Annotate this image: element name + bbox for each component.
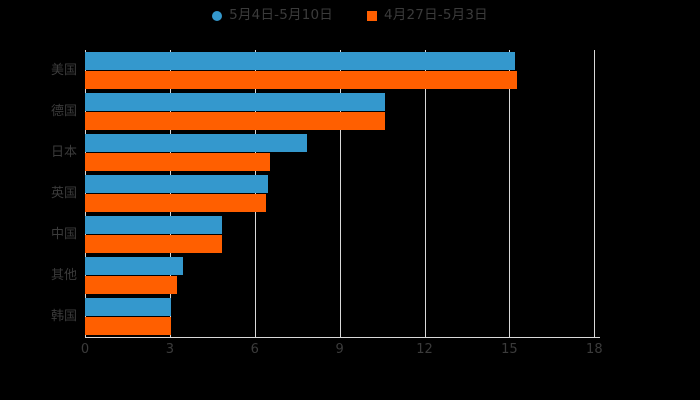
bar-group [85,93,600,130]
y-axis-label-3: 日本 [50,145,77,160]
legend-square-marker-icon [367,10,377,21]
plot-area [85,50,600,337]
x-axis-tick-9: 9 [335,342,344,357]
x-axis-tick-3: 3 [165,342,175,357]
gridline [594,50,596,337]
y-axis-label-4: 英国 [50,186,77,201]
bar-series-2[interactable] [85,153,271,171]
gridline [85,50,86,337]
x-axis-tick-12: 12 [416,342,433,357]
bar-group [85,175,600,212]
x-axis-tick-6: 6 [250,342,259,357]
gridline [339,50,341,337]
y-axis-label-2: 德国 [50,104,77,119]
bar-series-2[interactable] [85,235,223,253]
legend-circle-marker-icon [212,10,223,21]
bar-series-2[interactable] [85,317,172,335]
bar-series-2[interactable] [85,194,267,212]
legend-entry-series-2[interactable]: 4月27日-5月3日 [367,7,488,23]
legend-label-series-2: 4月27日-5月3日 [384,7,488,23]
bar-series-1[interactable] [85,216,223,234]
bar-group [85,52,600,89]
y-axis-label-1: 美国 [50,63,77,78]
bar-group [85,216,600,253]
y-axis-label-7: 韩国 [50,309,77,324]
gridline [424,50,426,337]
chart-legend: 5月4日-5月10日 4月27日-5月3日 [0,7,700,23]
bar-series-1[interactable] [85,134,308,152]
x-axis-line [85,337,600,338]
bar-series-1[interactable] [85,298,172,316]
bar-group [85,257,600,294]
gridline [254,50,256,337]
gridline [509,50,511,337]
x-axis-tick-15: 15 [501,342,518,357]
bar-series-2[interactable] [85,276,177,294]
bar-series-1[interactable] [85,52,516,70]
x-axis-tick-0: 0 [80,342,90,357]
bar-series-1[interactable] [85,175,268,193]
x-axis-tick-labels: 0 3 6 9 12 15 18 [81,340,603,360]
gridline [169,50,171,337]
bar-series-1[interactable] [85,257,183,275]
bar-group [85,298,600,335]
bar-group [85,134,600,171]
legend-entry-series-1[interactable]: 5月4日-5月10日 [212,7,333,23]
bar-series-2[interactable] [85,112,385,130]
bar-series-1[interactable] [85,93,385,111]
y-axis-label-6: 其他 [50,268,77,283]
legend-label-series-1: 5月4日-5月10日 [229,7,333,23]
x-axis-tick-18: 18 [586,342,603,357]
bar-series-2[interactable] [85,71,517,89]
y-axis-label-5: 中国 [50,227,77,242]
y-axis-category-labels: 美国德国日本英国中国其他韩国 [5,50,77,337]
